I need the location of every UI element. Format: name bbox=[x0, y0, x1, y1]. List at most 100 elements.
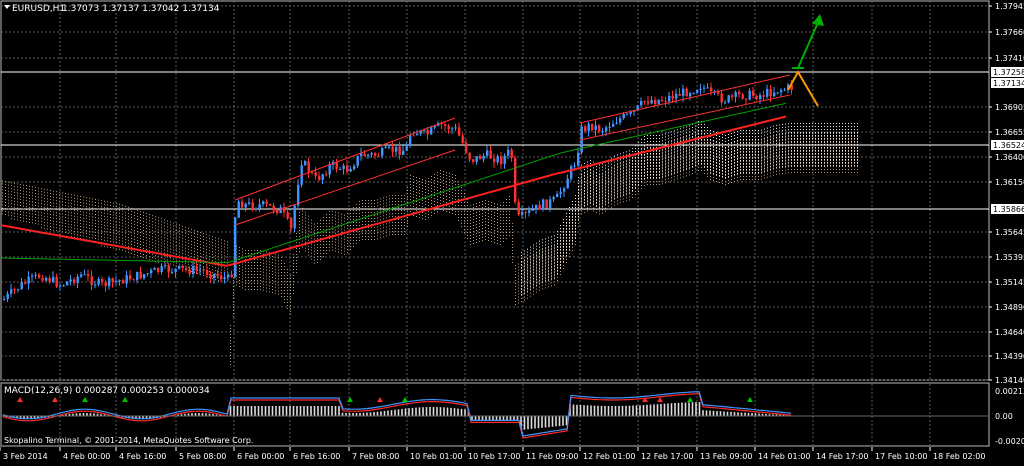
candle bbox=[283, 203, 285, 218]
candle bbox=[42, 275, 44, 282]
candle bbox=[563, 187, 565, 197]
candle bbox=[483, 153, 485, 162]
candle bbox=[87, 270, 89, 282]
candle bbox=[763, 90, 765, 101]
candle bbox=[728, 95, 730, 104]
candle bbox=[654, 97, 656, 106]
candle bbox=[287, 209, 289, 220]
ohlc-label: 1.37073 1.37137 1.37042 1.37134 bbox=[62, 4, 220, 14]
candle bbox=[49, 276, 51, 284]
macd-tick-label: -0.002025 bbox=[995, 437, 1024, 446]
candle bbox=[360, 148, 362, 161]
candle bbox=[658, 99, 660, 104]
candle bbox=[73, 277, 75, 285]
time-tick-label: 12 Feb 17:00 bbox=[641, 452, 693, 461]
candle bbox=[168, 263, 170, 278]
price-tick-label: 1.34140 bbox=[995, 376, 1024, 385]
candle bbox=[500, 152, 502, 169]
price-tick-label: 1.36655 bbox=[995, 128, 1024, 137]
macd-indicator bbox=[2, 392, 988, 438]
candle bbox=[203, 267, 205, 275]
candle bbox=[308, 158, 310, 178]
price-tick-label: 1.37410 bbox=[995, 54, 1024, 63]
green-forecast-arrow[interactable] bbox=[798, 18, 820, 68]
candle bbox=[626, 113, 628, 115]
candle bbox=[17, 289, 19, 293]
candle bbox=[521, 206, 523, 218]
forecast-arrows[interactable] bbox=[788, 14, 824, 106]
candle bbox=[35, 272, 37, 279]
cloud-lower bbox=[521, 121, 858, 295]
candle bbox=[238, 200, 240, 218]
horizontal-levels[interactable] bbox=[1, 72, 989, 209]
candle bbox=[721, 90, 723, 105]
candlesticks bbox=[3, 80, 793, 302]
candle bbox=[612, 120, 614, 127]
time-tick-label: 14 Feb 17:00 bbox=[816, 452, 868, 461]
candle bbox=[703, 85, 705, 93]
candle bbox=[556, 191, 558, 197]
candle bbox=[696, 89, 698, 93]
candle bbox=[378, 153, 380, 157]
price-tick-label: 1.34890 bbox=[995, 303, 1024, 312]
candle bbox=[84, 270, 86, 276]
candle bbox=[140, 267, 142, 280]
candle bbox=[665, 97, 667, 107]
macd-label: MACD(12,26,9) 0.000287 0.000253 0.000034 bbox=[4, 386, 210, 396]
candle bbox=[553, 196, 555, 203]
moving-averages bbox=[2, 103, 786, 265]
candle bbox=[185, 266, 187, 273]
candle bbox=[336, 159, 338, 173]
macd-signal-arrow-icon bbox=[52, 397, 58, 402]
time-tick-label: 13 Feb 09:00 bbox=[700, 452, 752, 461]
price-tick-label: 1.34390 bbox=[995, 352, 1024, 361]
candle bbox=[91, 271, 93, 290]
channel-trendline[interactable] bbox=[580, 75, 790, 123]
macd-signal-arrow-icon bbox=[377, 397, 383, 402]
candle bbox=[402, 145, 404, 155]
candle bbox=[735, 91, 737, 103]
candle bbox=[462, 133, 464, 144]
candle bbox=[353, 164, 355, 171]
candle bbox=[304, 160, 306, 166]
price-tick-label: 1.35645 bbox=[995, 228, 1024, 237]
candle bbox=[679, 88, 681, 96]
candle bbox=[210, 271, 212, 283]
price-tick-label: 1.36905 bbox=[995, 103, 1024, 112]
candle bbox=[518, 199, 520, 216]
candle bbox=[686, 87, 688, 97]
candle bbox=[542, 198, 544, 211]
candle bbox=[693, 92, 695, 94]
candle bbox=[112, 278, 114, 288]
candle bbox=[269, 204, 271, 206]
candle bbox=[98, 277, 100, 287]
candle bbox=[38, 273, 40, 279]
candle bbox=[105, 280, 107, 292]
candle bbox=[248, 198, 250, 206]
candle bbox=[476, 156, 478, 165]
candle bbox=[318, 172, 320, 182]
candle bbox=[199, 264, 201, 276]
time-tick-label: 11 Feb 09:00 bbox=[526, 452, 578, 461]
macd-tick-label: 0.002137 bbox=[995, 387, 1024, 396]
candle bbox=[661, 96, 663, 102]
dropdown-triangle-icon[interactable] bbox=[4, 5, 10, 9]
candle bbox=[367, 154, 369, 159]
candle bbox=[651, 96, 653, 104]
candle bbox=[252, 199, 254, 212]
candle bbox=[472, 159, 474, 164]
candle bbox=[647, 96, 649, 106]
candle bbox=[129, 270, 131, 281]
candle bbox=[511, 148, 513, 162]
candle bbox=[455, 124, 457, 131]
macd-signal-arrow-icon bbox=[17, 397, 23, 402]
candle bbox=[724, 100, 726, 104]
candle bbox=[56, 274, 58, 288]
price-tick-label: 1.37945 bbox=[995, 2, 1024, 11]
candle bbox=[738, 89, 740, 98]
candle bbox=[325, 171, 327, 177]
ichimoku-cloud bbox=[2, 121, 858, 365]
price-tag-label: 1.35866 bbox=[993, 205, 1024, 214]
candle bbox=[294, 204, 296, 232]
